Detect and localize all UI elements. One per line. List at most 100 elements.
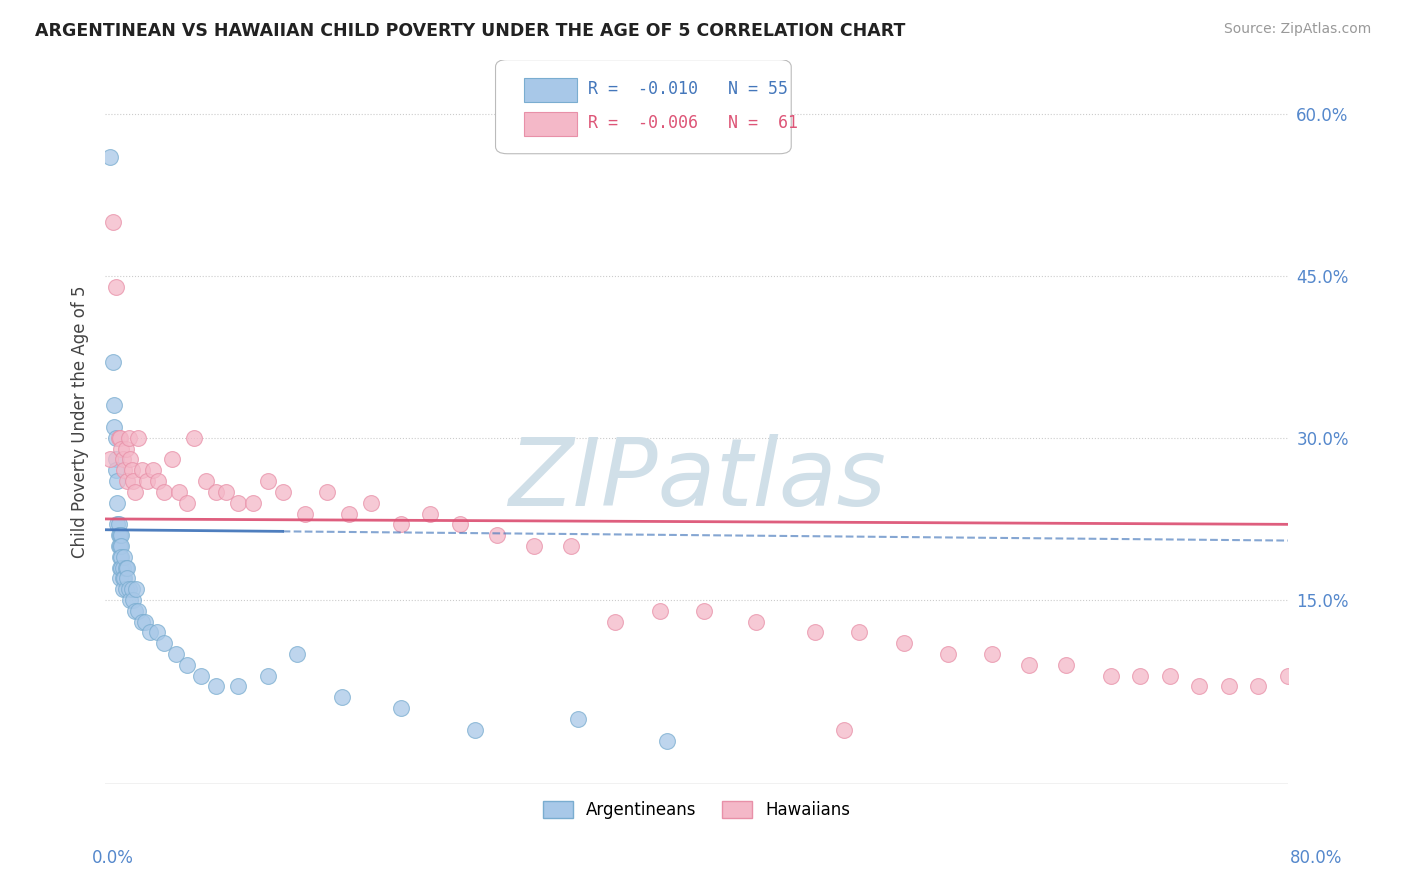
Point — [115, 560, 138, 574]
Point — [111, 560, 134, 574]
Point — [117, 474, 139, 488]
Point — [148, 474, 170, 488]
Point — [111, 452, 134, 467]
Point — [226, 680, 249, 694]
Point — [125, 582, 148, 597]
Point — [165, 647, 187, 661]
Point — [104, 463, 127, 477]
Point — [108, 571, 131, 585]
Point — [167, 484, 190, 499]
Legend: Argentineans, Hawaiians: Argentineans, Hawaiians — [536, 795, 856, 826]
Point — [124, 484, 146, 499]
Point — [108, 539, 131, 553]
Point — [110, 560, 132, 574]
Point — [141, 463, 163, 477]
Point — [120, 593, 142, 607]
Point — [107, 431, 129, 445]
Point — [567, 712, 589, 726]
Point — [1018, 657, 1040, 672]
Point — [107, 539, 129, 553]
Point — [118, 582, 141, 597]
Point — [215, 484, 238, 499]
Point — [190, 668, 212, 682]
Text: ZIPatlas: ZIPatlas — [508, 434, 886, 525]
Point — [134, 615, 156, 629]
Point — [153, 484, 176, 499]
Point — [122, 474, 145, 488]
Point — [1218, 680, 1240, 694]
Point — [523, 539, 546, 553]
Point — [693, 604, 716, 618]
Point — [205, 484, 228, 499]
Point — [104, 452, 127, 467]
Point — [389, 517, 412, 532]
Point — [120, 452, 142, 467]
Point — [194, 474, 217, 488]
Point — [648, 604, 671, 618]
Text: 0.0%: 0.0% — [91, 849, 134, 867]
Point — [121, 582, 143, 597]
Point — [146, 625, 169, 640]
Point — [118, 431, 141, 445]
Point — [655, 733, 678, 747]
Point — [834, 723, 856, 737]
Point — [804, 625, 827, 640]
Point — [936, 647, 959, 661]
Point — [110, 539, 132, 553]
Point — [287, 647, 309, 661]
Point — [121, 463, 143, 477]
Point — [1188, 680, 1211, 694]
Point — [131, 463, 153, 477]
Point — [127, 431, 149, 445]
Point — [605, 615, 627, 629]
Point — [135, 474, 157, 488]
Point — [183, 431, 205, 445]
Point — [103, 420, 125, 434]
Text: Source: ZipAtlas.com: Source: ZipAtlas.com — [1223, 22, 1371, 37]
Point — [271, 484, 294, 499]
Point — [745, 615, 768, 629]
Point — [105, 474, 128, 488]
Point — [226, 496, 249, 510]
Point — [108, 528, 131, 542]
Point — [114, 549, 136, 564]
Point — [101, 355, 124, 369]
Point — [330, 690, 353, 705]
Text: ARGENTINEAN VS HAWAIIAN CHILD POVERTY UNDER THE AGE OF 5 CORRELATION CHART: ARGENTINEAN VS HAWAIIAN CHILD POVERTY UN… — [35, 22, 905, 40]
Point — [98, 452, 121, 467]
FancyBboxPatch shape — [495, 60, 792, 153]
Point — [117, 560, 139, 574]
Point — [294, 507, 316, 521]
Point — [389, 701, 412, 715]
Point — [893, 636, 915, 650]
Point — [111, 571, 134, 585]
Point — [114, 463, 136, 477]
Point — [105, 496, 128, 510]
Point — [115, 582, 138, 597]
Point — [107, 517, 129, 532]
Point — [560, 539, 582, 553]
Point — [108, 431, 131, 445]
Point — [114, 571, 136, 585]
Point — [110, 528, 132, 542]
Point — [122, 593, 145, 607]
Point — [110, 442, 132, 456]
Point — [111, 582, 134, 597]
Point — [160, 452, 183, 467]
Point — [1159, 668, 1181, 682]
Point — [360, 496, 382, 510]
Point — [153, 636, 176, 650]
Point — [464, 723, 486, 737]
Point — [117, 571, 139, 585]
Text: R =  -0.006   N =  61: R = -0.006 N = 61 — [588, 114, 797, 132]
Point — [105, 517, 128, 532]
Point — [242, 496, 264, 510]
Point — [257, 474, 280, 488]
Point — [205, 680, 228, 694]
Point — [1247, 680, 1270, 694]
Point — [485, 528, 508, 542]
Point — [176, 496, 198, 510]
Point — [449, 517, 471, 532]
Point — [419, 507, 441, 521]
Point — [981, 647, 1004, 661]
